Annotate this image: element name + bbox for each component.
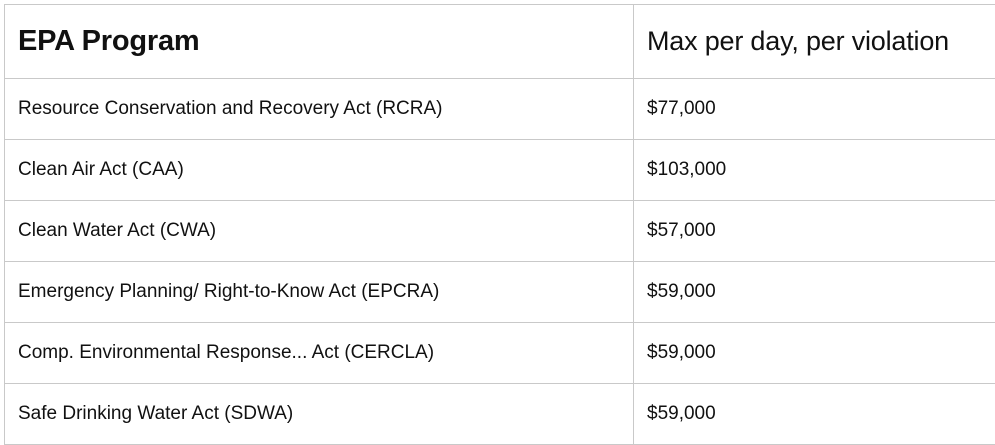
program-cell: Resource Conservation and Recovery Act (… xyxy=(5,79,634,140)
header-row: EPA Program Max per day, per violation xyxy=(5,5,995,79)
program-cell: Clean Water Act (CWA) xyxy=(5,201,634,262)
table-row: Emergency Planning/ Right-to-Know Act (E… xyxy=(5,262,995,323)
table-row: Safe Drinking Water Act (SDWA) $59,000 xyxy=(5,384,995,445)
table-row: Clean Air Act (CAA) $103,000 xyxy=(5,140,995,201)
max-cell: $59,000 xyxy=(634,262,995,323)
table-row: Comp. Environmental Response... Act (CER… xyxy=(5,323,995,384)
max-cell: $77,000 xyxy=(634,79,995,140)
max-cell: $103,000 xyxy=(634,140,995,201)
max-cell: $59,000 xyxy=(634,384,995,445)
program-cell: Safe Drinking Water Act (SDWA) xyxy=(5,384,634,445)
program-cell: Clean Air Act (CAA) xyxy=(5,140,634,201)
program-cell: Emergency Planning/ Right-to-Know Act (E… xyxy=(5,262,634,323)
max-cell: $57,000 xyxy=(634,201,995,262)
max-cell: $59,000 xyxy=(634,323,995,384)
table-body: Resource Conservation and Recovery Act (… xyxy=(5,79,995,445)
header-max-per-day: Max per day, per violation xyxy=(634,5,995,79)
table-row: Clean Water Act (CWA) $57,000 xyxy=(5,201,995,262)
header-epa-program: EPA Program xyxy=(5,5,634,79)
table-header: EPA Program Max per day, per violation xyxy=(5,5,995,79)
program-cell: Comp. Environmental Response... Act (CER… xyxy=(5,323,634,384)
table-row: Resource Conservation and Recovery Act (… xyxy=(5,79,995,140)
penalty-table: EPA Program Max per day, per violation R… xyxy=(4,4,995,445)
